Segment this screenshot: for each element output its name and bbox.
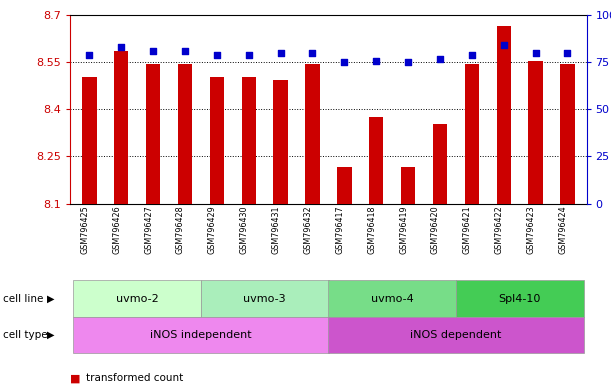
Point bbox=[276, 50, 285, 56]
Point bbox=[563, 50, 573, 56]
Bar bbox=[560, 64, 574, 204]
Text: cell type: cell type bbox=[3, 330, 48, 340]
Bar bbox=[337, 167, 351, 204]
Point bbox=[435, 56, 445, 62]
Bar bbox=[114, 51, 128, 204]
Point bbox=[371, 58, 381, 64]
Point bbox=[180, 48, 190, 54]
Text: GSM796427: GSM796427 bbox=[144, 205, 153, 254]
Bar bbox=[146, 64, 160, 204]
Text: GSM796432: GSM796432 bbox=[304, 205, 312, 254]
Bar bbox=[529, 61, 543, 204]
Point bbox=[499, 42, 508, 48]
Text: Spl4-10: Spl4-10 bbox=[499, 293, 541, 304]
Text: GSM796425: GSM796425 bbox=[81, 205, 89, 254]
Point bbox=[403, 59, 413, 65]
Bar bbox=[82, 76, 97, 204]
Text: GSM796418: GSM796418 bbox=[367, 205, 376, 254]
Bar bbox=[433, 124, 447, 204]
Text: GSM796430: GSM796430 bbox=[240, 205, 249, 254]
Text: uvmo-2: uvmo-2 bbox=[116, 293, 159, 304]
Bar bbox=[274, 79, 288, 204]
Bar bbox=[464, 64, 479, 204]
Text: uvmo-4: uvmo-4 bbox=[371, 293, 414, 304]
Text: cell line: cell line bbox=[3, 293, 43, 304]
Text: GSM796426: GSM796426 bbox=[112, 205, 121, 254]
Point bbox=[340, 59, 349, 65]
Bar bbox=[306, 64, 320, 204]
Point bbox=[244, 52, 254, 58]
Text: ■: ■ bbox=[70, 373, 81, 383]
Bar bbox=[210, 76, 224, 204]
Text: GSM796421: GSM796421 bbox=[463, 205, 472, 254]
Text: ▶: ▶ bbox=[47, 293, 54, 304]
Point bbox=[531, 50, 541, 56]
Text: uvmo-3: uvmo-3 bbox=[243, 293, 286, 304]
Text: GSM796419: GSM796419 bbox=[399, 205, 408, 254]
Text: GSM796424: GSM796424 bbox=[558, 205, 568, 254]
Text: iNOS dependent: iNOS dependent bbox=[410, 330, 502, 340]
Text: transformed count: transformed count bbox=[86, 373, 183, 383]
Point bbox=[307, 50, 317, 56]
Bar bbox=[497, 26, 511, 204]
Bar bbox=[369, 117, 383, 204]
Bar bbox=[401, 167, 415, 204]
Text: ▶: ▶ bbox=[47, 330, 54, 340]
Text: GSM796422: GSM796422 bbox=[495, 205, 503, 254]
Point bbox=[212, 52, 222, 58]
Point bbox=[116, 44, 126, 50]
Point bbox=[148, 48, 158, 54]
Point bbox=[84, 52, 94, 58]
Text: GSM796420: GSM796420 bbox=[431, 205, 440, 254]
Text: GSM796428: GSM796428 bbox=[176, 205, 185, 254]
Text: iNOS independent: iNOS independent bbox=[150, 330, 252, 340]
Text: GSM796431: GSM796431 bbox=[272, 205, 280, 254]
Point bbox=[467, 52, 477, 58]
Text: GSM796429: GSM796429 bbox=[208, 205, 217, 254]
Text: GSM796423: GSM796423 bbox=[527, 205, 536, 254]
Bar bbox=[178, 64, 192, 204]
Bar bbox=[241, 76, 256, 204]
Text: GSM796417: GSM796417 bbox=[335, 205, 345, 254]
